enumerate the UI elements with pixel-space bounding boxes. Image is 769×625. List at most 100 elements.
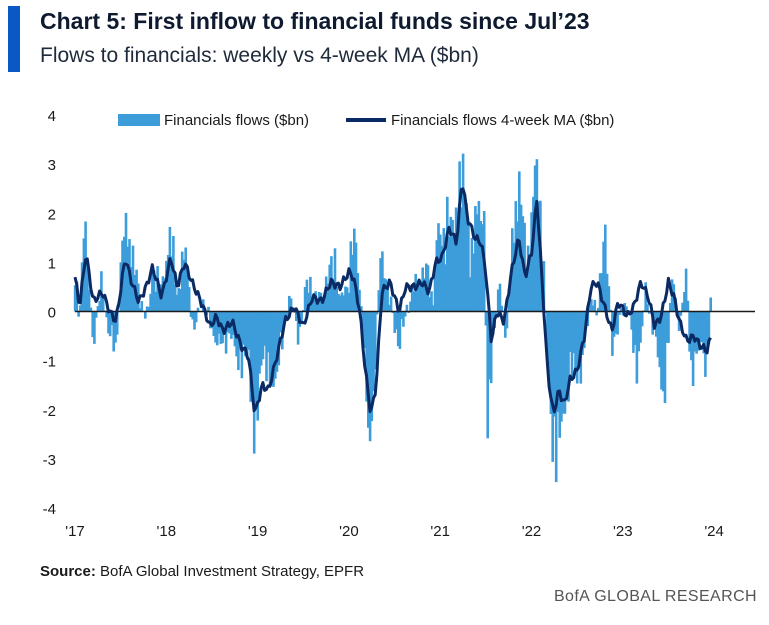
flow-bar: [323, 295, 326, 312]
flow-bar: [249, 311, 252, 402]
flow-bar: [467, 223, 470, 312]
flow-bar: [266, 311, 270, 353]
y-tick-label: 1: [48, 255, 56, 272]
flow-bar: [342, 295, 345, 312]
flow-bar: [447, 236, 451, 312]
flow-bar: [145, 306, 149, 312]
flow-bar: [609, 309, 612, 312]
flow-bar: [504, 311, 507, 338]
flow-bar: [374, 311, 377, 370]
flow-bar: [354, 242, 358, 312]
flow-bar: [277, 311, 281, 366]
flow-bar: [477, 201, 481, 312]
flow-bar: [393, 311, 396, 333]
flow-bar: [400, 311, 403, 320]
flow-bar: [115, 311, 119, 335]
legend-label-flows: Financials flows ($bn): [164, 112, 309, 129]
flow-bar: [707, 311, 711, 344]
flow-bar: [693, 311, 697, 352]
flow-bar: [321, 296, 324, 312]
flow-bar: [662, 311, 665, 392]
flow-bar: [166, 255, 170, 312]
flow-bar: [310, 302, 314, 312]
flow-bar: [300, 311, 303, 325]
flow-bar: [705, 311, 709, 345]
flow-bar: [560, 311, 563, 422]
flow-bar: [238, 311, 242, 350]
flow-bar: [163, 278, 166, 312]
flow-bars: [73, 153, 712, 483]
flow-bar: [495, 311, 498, 315]
flow-bar: [123, 236, 126, 312]
flow-bar: [526, 245, 530, 312]
flow-bar: [568, 311, 572, 352]
flow-bar: [207, 306, 210, 312]
legend: Financials flows ($bn) Financials flows …: [118, 112, 614, 129]
flow-bar: [669, 303, 672, 312]
x-tick-label: '18: [157, 523, 177, 540]
y-tick-label: 2: [48, 206, 56, 223]
flow-bar: [565, 311, 568, 393]
flow-bar: [405, 304, 409, 312]
flow-bar: [619, 308, 623, 312]
flow-bar: [351, 254, 354, 312]
flow-bar: [345, 287, 349, 312]
flow-bar: [107, 311, 110, 334]
flow-bar: [251, 311, 254, 393]
x-tick-label: '24: [704, 523, 724, 540]
flow-bar: [698, 311, 702, 342]
flow-bar: [688, 311, 691, 352]
y-tick-label: -2: [43, 403, 56, 420]
flow-bar: [704, 311, 707, 377]
flow-bar: [684, 268, 688, 312]
flow-bar: [691, 311, 695, 386]
flow-bar: [347, 292, 351, 312]
flow-bar: [414, 273, 417, 312]
flow-bar: [663, 311, 667, 404]
flow-bar: [460, 207, 463, 312]
flow-bar: [344, 286, 347, 312]
flow-bar: [595, 311, 598, 316]
flow-bar: [114, 311, 117, 343]
flow-bar: [602, 241, 605, 312]
y-tick-label: 4: [48, 108, 56, 125]
title-accent-bar: [8, 6, 20, 72]
flow-bar: [575, 311, 579, 384]
flow-bar: [505, 311, 509, 329]
flow-bar: [572, 311, 575, 354]
flow-bar: [475, 214, 479, 312]
flow-bar: [152, 270, 156, 312]
brand-label: BofA GLOBAL RESEARCH: [553, 588, 757, 605]
flow-bar: [507, 289, 511, 312]
x-tick-label: '19: [248, 523, 268, 540]
flow-bar: [172, 236, 175, 312]
flow-bar: [244, 311, 247, 357]
flow-bar: [165, 260, 168, 312]
legend-label-ma: Financials flows 4-week MA ($bn): [391, 112, 614, 129]
flow-bar: [553, 311, 556, 417]
flow-bar: [660, 311, 663, 390]
flow-bar: [537, 201, 540, 312]
flow-bar: [435, 240, 439, 312]
flow-bar: [268, 311, 272, 385]
flow-bar: [686, 300, 690, 312]
flow-bar: [700, 311, 704, 343]
flow-bar: [574, 311, 577, 369]
flow-bar: [646, 304, 649, 312]
flow-bar: [630, 311, 633, 330]
flow-bar: [289, 298, 293, 312]
flow-bar: [500, 305, 504, 312]
flow-bar: [154, 291, 158, 312]
flow-bar: [532, 196, 535, 312]
flow-bar: [633, 311, 637, 345]
flow-bar: [468, 277, 472, 312]
flow-bar: [335, 287, 338, 312]
flow-bar: [558, 311, 561, 438]
flow-bar: [279, 311, 282, 333]
flow-bar: [449, 216, 453, 312]
flow-bar: [647, 311, 651, 314]
flow-bar: [295, 311, 298, 321]
flow-bar: [451, 219, 454, 312]
flow-bar: [303, 287, 307, 312]
flow-bar: [453, 240, 456, 312]
